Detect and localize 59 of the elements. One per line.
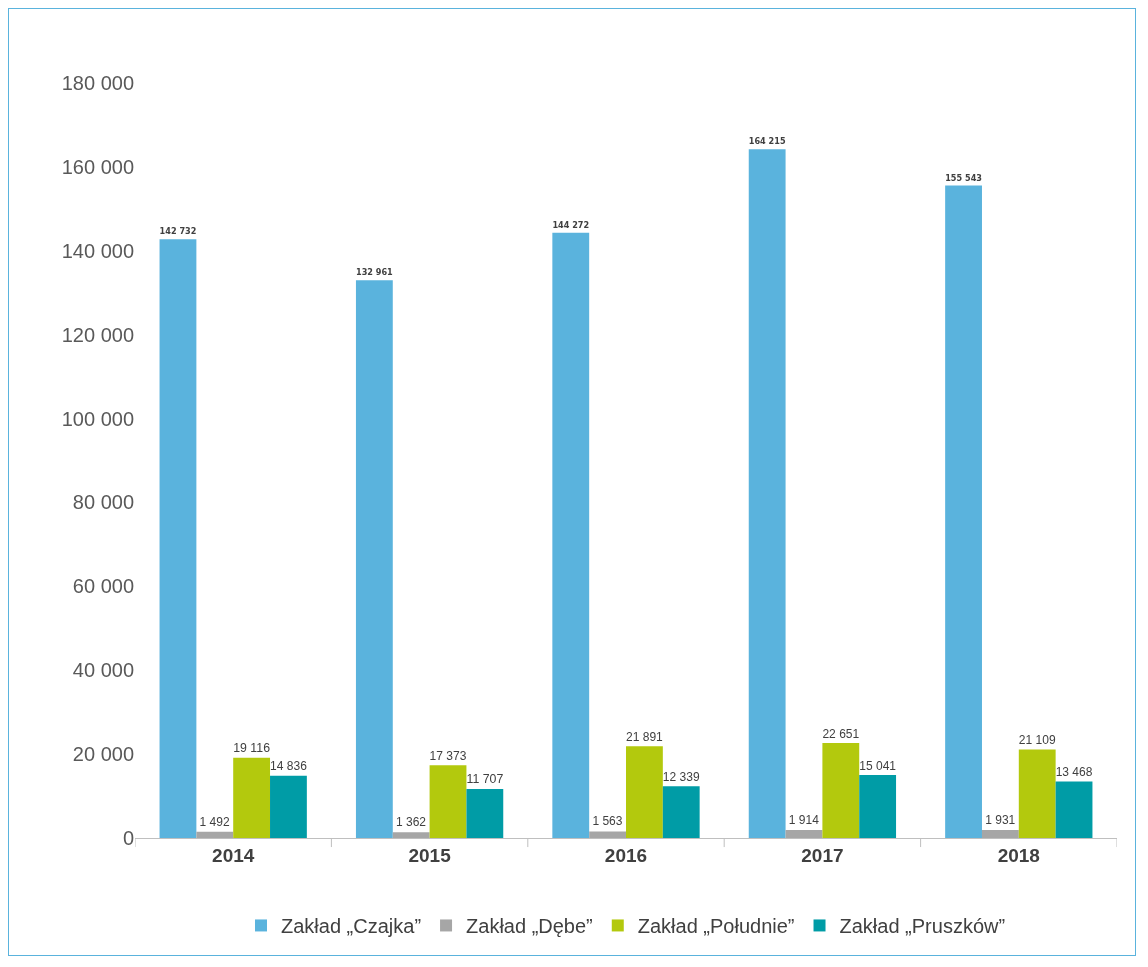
x-tick-label: 2016 xyxy=(604,844,648,866)
x-tick-label: 2017 xyxy=(801,844,844,866)
data-label: 1 931 xyxy=(985,812,1016,827)
bar xyxy=(466,788,504,838)
y-tick-label: 120 000 xyxy=(61,323,134,346)
data-label: 142 732 xyxy=(159,226,197,237)
data-label: 17 373 xyxy=(429,748,467,763)
data-label: 1 362 xyxy=(396,815,427,830)
data-label: 1 492 xyxy=(199,814,230,829)
data-label: 155 543 xyxy=(945,172,982,183)
y-tick-label: 20 000 xyxy=(72,743,134,766)
y-tick-label: 0 xyxy=(122,827,134,849)
bar xyxy=(552,232,590,838)
y-tick-label: 60 000 xyxy=(72,575,134,598)
bar xyxy=(392,832,430,838)
bar xyxy=(748,149,786,838)
bar xyxy=(429,765,467,838)
bar xyxy=(1055,781,1093,838)
bar xyxy=(945,185,982,838)
legend-label: Zakład „Pruszków” xyxy=(839,915,1006,938)
bar xyxy=(589,831,626,838)
data-label: 1 563 xyxy=(592,814,623,829)
data-label: 11 707 xyxy=(466,772,504,787)
bar xyxy=(233,757,271,838)
legend-label: Zakład „Południe” xyxy=(637,915,795,938)
bar xyxy=(196,831,234,838)
y-tick-label: 180 000 xyxy=(61,72,134,94)
legend-label: Zakład „Czajka” xyxy=(281,915,422,938)
x-tick-label: 2018 xyxy=(997,844,1040,866)
data-label: 21 891 xyxy=(626,729,664,744)
y-tick-label: 80 000 xyxy=(72,491,134,514)
bar xyxy=(1018,749,1056,838)
data-label: 21 109 xyxy=(1018,733,1056,748)
data-label: 19 116 xyxy=(233,741,271,756)
data-label: 15 041 xyxy=(859,758,897,773)
bar xyxy=(822,742,860,838)
y-tick-label: 100 000 xyxy=(61,407,134,430)
data-label: 12 339 xyxy=(662,769,700,784)
y-tick-label: 140 000 xyxy=(61,239,134,262)
legend-label: Zakład „Dębe” xyxy=(466,915,593,938)
x-tick-label: 2015 xyxy=(408,844,452,866)
bar xyxy=(981,829,1019,838)
y-tick-label: 40 000 xyxy=(72,659,134,682)
data-label: 14 836 xyxy=(270,759,308,774)
data-label: 13 468 xyxy=(1055,765,1093,780)
bar xyxy=(662,786,700,838)
data-label: 1 914 xyxy=(788,812,820,827)
bar xyxy=(270,775,307,838)
data-label: 22 651 xyxy=(822,726,860,741)
x-tick-label: 2014 xyxy=(212,844,255,866)
data-label: 132 961 xyxy=(355,267,394,278)
bar xyxy=(785,829,823,838)
data-label: 144 272 xyxy=(552,219,590,230)
bar xyxy=(626,746,663,838)
bar xyxy=(859,774,897,838)
bar xyxy=(355,280,393,838)
data-label: 164 215 xyxy=(748,136,786,147)
bar xyxy=(159,239,197,838)
y-tick-label: 160 000 xyxy=(61,155,134,178)
